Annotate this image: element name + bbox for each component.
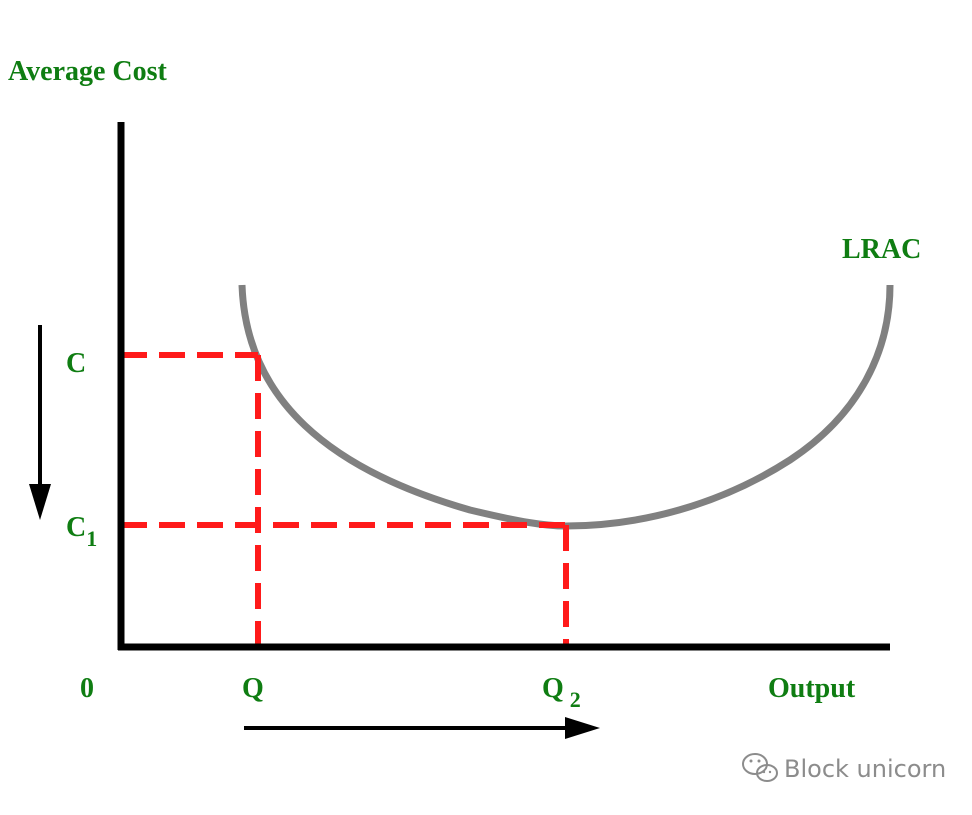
- guide-lines: [121, 352, 569, 647]
- cost-down-arrow: [29, 325, 51, 520]
- lrac-curve: [238, 284, 894, 530]
- output-right-arrow: [244, 717, 600, 739]
- lrac-label: LRAC: [842, 234, 921, 265]
- origin-label: 0: [80, 673, 94, 704]
- output-q-label: Q: [242, 673, 264, 704]
- cost-c1-label: C1: [66, 512, 97, 551]
- watermark: Block unicorn: [742, 753, 946, 783]
- wechat-icon: [742, 753, 778, 782]
- y-axis-title: Average Cost: [8, 56, 168, 87]
- x-axis-title: Output: [768, 673, 856, 704]
- cost-c-label: C: [66, 348, 86, 379]
- watermark-text: Block unicorn: [784, 755, 946, 783]
